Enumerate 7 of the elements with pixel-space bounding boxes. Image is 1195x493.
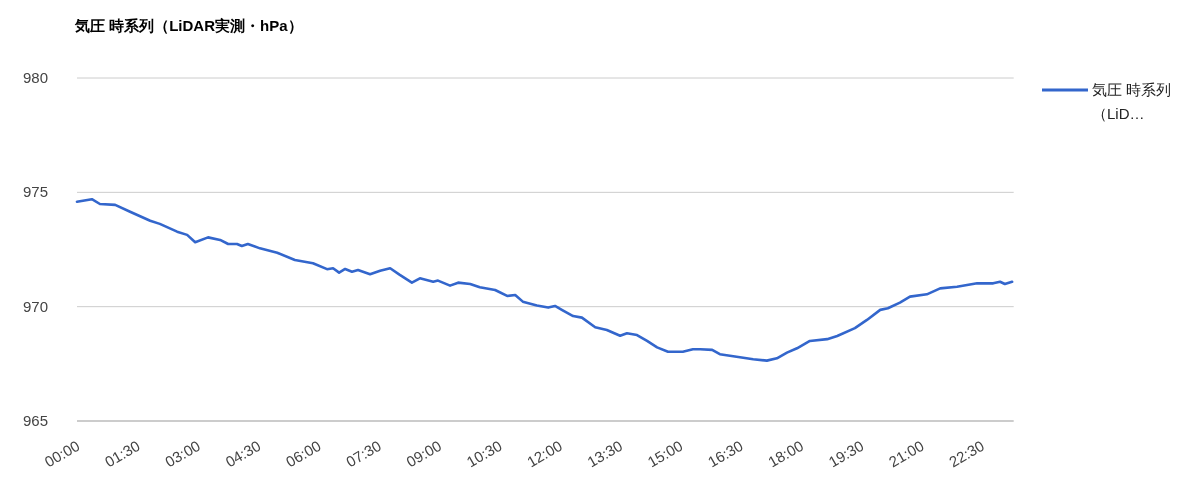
chart-title: 気圧 時系列（LiDAR実測・hPa） bbox=[74, 17, 303, 34]
legend-label: 気圧 時系列（LiD… bbox=[1092, 80, 1172, 124]
line-series bbox=[75, 197, 1014, 362]
y-tick-label: 970 bbox=[22, 297, 48, 315]
y-tick-label: 980 bbox=[22, 69, 48, 86]
y-tick-label: 975 bbox=[22, 183, 48, 201]
y-tick-label: 965 bbox=[22, 412, 48, 429]
